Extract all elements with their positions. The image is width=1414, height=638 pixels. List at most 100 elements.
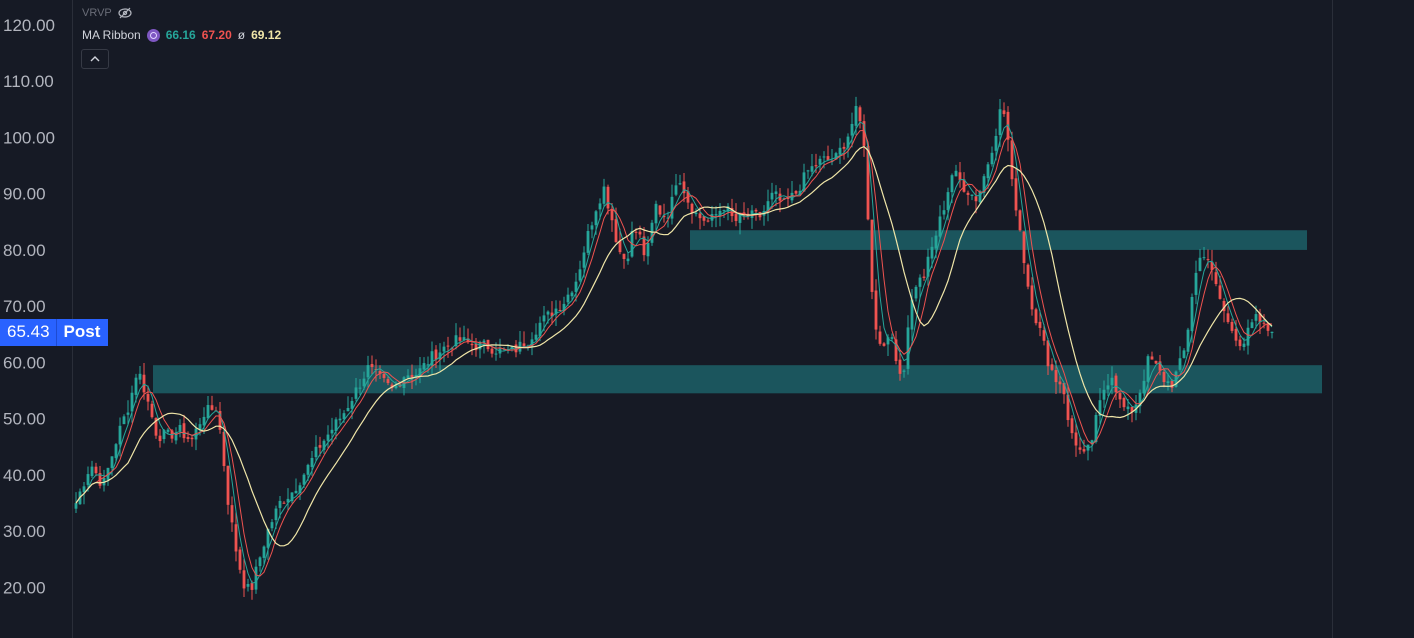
candle xyxy=(482,338,486,354)
candle xyxy=(910,288,914,341)
candle xyxy=(522,331,526,348)
candle xyxy=(642,226,646,262)
candle xyxy=(954,164,958,177)
vrvp-label: VRVP xyxy=(82,7,112,19)
candle xyxy=(210,395,214,411)
candle xyxy=(378,365,382,379)
candle xyxy=(662,203,666,223)
candle xyxy=(1250,319,1254,329)
candle xyxy=(1162,368,1166,388)
candle xyxy=(722,209,726,218)
candle xyxy=(810,154,814,177)
candle xyxy=(190,434,194,447)
candle xyxy=(334,417,338,440)
candle xyxy=(1198,249,1202,272)
candle xyxy=(702,215,706,226)
candle xyxy=(1122,396,1126,411)
candle xyxy=(130,385,134,423)
candle xyxy=(1194,260,1198,305)
ma-ribbon-name: MA Ribbon xyxy=(82,28,141,42)
candle xyxy=(266,528,270,560)
y-tick-label: 20.00 xyxy=(3,578,46,597)
candle xyxy=(694,208,698,217)
candle xyxy=(838,138,842,164)
candle xyxy=(682,173,686,203)
candle xyxy=(354,378,358,402)
collapse-legend-button[interactable] xyxy=(81,49,109,69)
candle xyxy=(382,372,386,383)
candle xyxy=(1042,324,1046,346)
candle xyxy=(602,178,606,207)
last-price-tag: 65.43 Post xyxy=(0,319,109,346)
price-axis: 120.00 110.00 100.00 90.00 80.00 70.00 60.00 50… xyxy=(3,16,55,638)
candle xyxy=(1222,298,1226,323)
candle xyxy=(1050,358,1054,372)
candle xyxy=(490,347,494,358)
candle xyxy=(478,340,482,359)
candle xyxy=(1082,439,1086,454)
candle xyxy=(1246,319,1250,355)
y-tick-label: 90.00 xyxy=(3,185,46,204)
y-tick-label: 60.00 xyxy=(3,353,46,372)
candle xyxy=(1062,382,1066,404)
candle xyxy=(994,128,998,161)
y-tick-label: 100.00 xyxy=(3,128,55,147)
candle xyxy=(406,369,410,380)
ma-slow-line xyxy=(75,145,1273,547)
candle xyxy=(1074,422,1078,457)
candle xyxy=(606,184,610,215)
ribbon-icon[interactable] xyxy=(146,28,160,42)
candle xyxy=(534,323,538,342)
last-price-value: 65.43 xyxy=(0,319,56,346)
vrvp-row[interactable]: VRVP xyxy=(82,2,281,24)
candle xyxy=(282,501,286,504)
candle xyxy=(658,205,662,218)
candle xyxy=(574,272,578,302)
candle xyxy=(590,221,594,239)
candle xyxy=(626,252,630,265)
candle xyxy=(1230,318,1234,334)
candle xyxy=(134,373,138,403)
candle xyxy=(1178,346,1182,372)
candle xyxy=(338,408,342,425)
candle xyxy=(622,253,626,269)
candle xyxy=(958,162,962,188)
eye-off-icon[interactable] xyxy=(118,7,132,19)
candle xyxy=(446,336,450,358)
candle xyxy=(650,219,654,246)
candle xyxy=(1030,277,1034,316)
candle xyxy=(1142,369,1146,396)
candle xyxy=(942,200,946,220)
candle xyxy=(870,219,874,300)
candle xyxy=(726,203,730,221)
y-tick-label: 10.00 xyxy=(3,635,46,638)
candle xyxy=(654,200,658,231)
candle xyxy=(962,172,966,193)
candle xyxy=(914,285,918,302)
candle xyxy=(1002,102,1006,117)
candle xyxy=(738,212,742,235)
ma-ribbon-row[interactable]: MA Ribbon 66.16 67.20 ø 69.12 xyxy=(82,24,281,46)
candle xyxy=(202,407,206,434)
ma-value-1: 66.16 xyxy=(165,28,196,42)
candle xyxy=(1010,131,1014,187)
candle xyxy=(1022,231,1026,274)
candle xyxy=(126,400,130,426)
candle xyxy=(894,331,898,365)
candle xyxy=(898,349,902,381)
candle xyxy=(178,419,182,438)
candle xyxy=(242,559,246,597)
candle xyxy=(906,315,910,375)
candle xyxy=(430,341,434,375)
candle xyxy=(422,357,426,371)
candle xyxy=(538,316,542,342)
candle xyxy=(326,425,330,448)
candle xyxy=(902,369,906,378)
candle xyxy=(174,427,178,445)
candle xyxy=(454,323,458,350)
candle xyxy=(794,190,798,197)
candle xyxy=(366,355,370,388)
candle xyxy=(550,301,554,325)
